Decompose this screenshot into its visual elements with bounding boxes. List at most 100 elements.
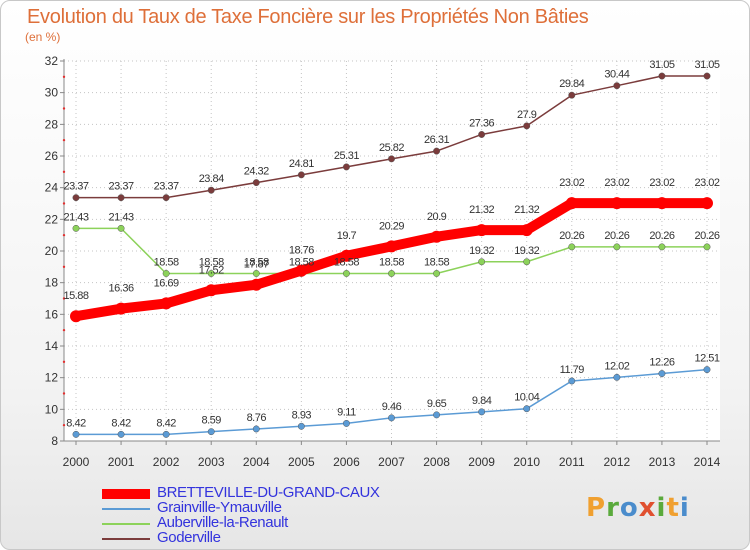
data-point-3 [117, 194, 125, 202]
data-label-2: 19.32 [469, 245, 494, 257]
data-label-2: 20.26 [559, 230, 584, 242]
data-label-1: 9.11 [337, 406, 356, 418]
y-tick-label: 20 [45, 244, 59, 258]
legend-label: Auberville-la-Renault [157, 514, 288, 531]
logo-letter: i [656, 493, 667, 523]
y-minor-tick [62, 75, 66, 79]
data-point-0 [565, 197, 578, 210]
y-minor-tick [62, 233, 66, 237]
data-point-3 [568, 91, 576, 99]
data-point-2 [433, 270, 441, 277]
data-label-0: 20.29 [379, 220, 404, 232]
data-point-3 [703, 72, 711, 80]
data-label-3: 31.05 [694, 59, 719, 71]
logo-letter: r [606, 493, 620, 523]
y-tick-label: 10 [45, 402, 59, 416]
y-minor-tick [62, 297, 66, 300]
data-label-1: 8.93 [292, 409, 312, 421]
x-tick-label: 2013 [649, 455, 676, 469]
data-point-1 [658, 370, 666, 377]
logo-letter: P [586, 493, 607, 523]
data-point-2 [252, 270, 260, 277]
data-label-2: 18.58 [154, 256, 179, 268]
data-label-1: 11.79 [560, 364, 585, 376]
x-tick-label: 2000 [63, 455, 90, 469]
data-label-1: 8.42 [156, 417, 176, 429]
chart-title: Evolution du Taux de Taxe Foncière sur l… [27, 6, 589, 28]
data-point-0 [295, 264, 308, 277]
logo-letter: x [638, 493, 657, 523]
data-label-3: 31.05 [649, 59, 674, 71]
y-minor-tick [62, 138, 66, 142]
data-point-0 [205, 284, 218, 297]
data-point-2 [72, 224, 80, 232]
data-point-2 [658, 243, 666, 251]
data-point-3 [72, 194, 80, 202]
data-point-2 [613, 243, 621, 251]
y-tick-label: 32 [45, 54, 59, 68]
x-tick-label: 2008 [423, 455, 450, 469]
x-tick-label: 2003 [198, 455, 225, 469]
data-point-1 [433, 411, 441, 419]
data-label-0: 16.36 [109, 283, 134, 295]
data-point-3 [478, 131, 486, 138]
data-label-3: 23.37 [154, 181, 179, 193]
x-tick-label: 2011 [559, 455, 585, 469]
data-point-2 [703, 243, 711, 251]
legend-swatch [102, 523, 150, 525]
data-label-3: 27.9 [517, 109, 537, 121]
data-label-1: 12.26 [649, 357, 674, 369]
data-label-3: 25.82 [379, 142, 404, 154]
data-label-1: 9.84 [472, 395, 492, 407]
data-label-0: 19.7 [337, 230, 357, 242]
legend-swatch [102, 538, 150, 540]
data-point-2 [207, 270, 215, 277]
y-tick-label: 16 [45, 307, 59, 321]
data-label-1: 8.42 [66, 417, 86, 429]
data-point-0 [610, 197, 623, 210]
data-label-2: 18.58 [424, 256, 449, 268]
data-label-1: 12.51 [694, 353, 719, 365]
data-label-3: 30.44 [604, 69, 629, 81]
data-point-2 [117, 224, 125, 232]
y-tick-label: 26 [45, 149, 59, 163]
data-label-0: 18.76 [289, 245, 314, 257]
data-point-1 [388, 414, 395, 422]
logo-letter: o [619, 493, 639, 523]
x-tick-label: 2012 [604, 455, 631, 469]
data-label-3: 24.81 [289, 158, 314, 170]
data-point-3 [388, 155, 395, 163]
data-point-0 [520, 224, 533, 237]
y-tick-label: 28 [45, 117, 59, 131]
data-point-1 [613, 373, 621, 381]
data-label-3: 26.31 [424, 134, 449, 146]
data-label-1: 9.65 [427, 398, 447, 410]
y-minor-tick [62, 170, 66, 174]
data-point-1 [478, 408, 486, 416]
data-label-0: 17.87 [244, 259, 269, 271]
data-point-3 [433, 147, 441, 155]
data-label-2: 19.32 [514, 245, 539, 257]
y-minor-tick [62, 107, 66, 110]
logo-letter: i [679, 493, 690, 523]
data-point-2 [162, 270, 170, 277]
data-label-3: 24.32 [244, 166, 269, 178]
data-point-3 [523, 122, 531, 130]
x-tick-label: 2014 [694, 455, 721, 469]
y-minor-tick [62, 265, 66, 269]
data-label-1: 12.02 [604, 360, 629, 372]
data-point-0 [250, 278, 263, 291]
data-point-1 [297, 422, 305, 430]
y-tick-label: 12 [45, 371, 59, 385]
data-point-0 [115, 302, 128, 315]
data-label-1: 9.46 [382, 401, 402, 413]
x-tick-label: 2006 [333, 455, 360, 469]
data-label-0: 20.9 [427, 211, 447, 223]
y-tick-label: 22 [45, 212, 59, 226]
x-tick-label: 2010 [513, 455, 540, 469]
data-label-0: 16.69 [154, 277, 179, 289]
data-point-3 [342, 163, 350, 171]
data-label-0: 17.52 [199, 264, 224, 276]
x-tick-label: 2004 [243, 455, 270, 469]
x-tick-label: 2009 [468, 455, 495, 469]
